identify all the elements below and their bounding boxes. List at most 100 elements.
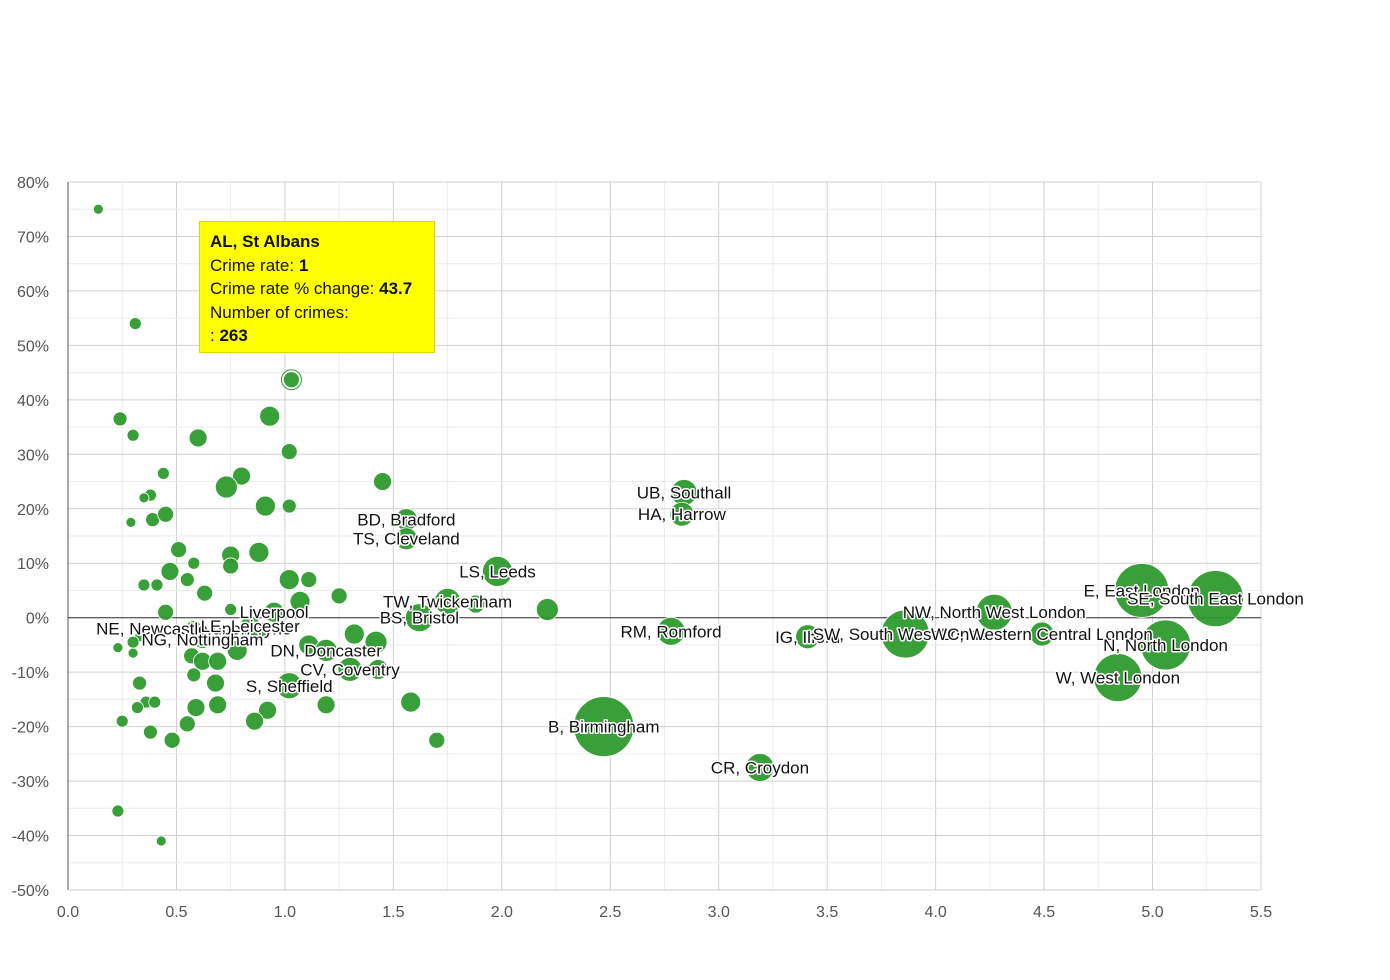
bubble[interactable] xyxy=(482,556,513,587)
bubble[interactable] xyxy=(281,498,297,514)
bubble-label: SE, South East London xyxy=(1127,590,1304,609)
bubble[interactable] xyxy=(148,695,162,709)
bubble[interactable] xyxy=(160,562,180,581)
bubble[interactable] xyxy=(466,594,486,614)
x-tick-label: 2.0 xyxy=(491,904,513,921)
tooltip-change-label: Crime rate % change: xyxy=(210,279,375,298)
bubble[interactable] xyxy=(115,714,129,728)
bubble[interactable] xyxy=(394,527,418,551)
bubble[interactable] xyxy=(1093,653,1143,702)
y-tick-label: 40% xyxy=(17,393,49,410)
bubble[interactable] xyxy=(275,672,303,700)
bubble[interactable] xyxy=(206,673,225,693)
bubble[interactable] xyxy=(92,203,104,215)
tooltip-count-prefix: : xyxy=(210,326,215,345)
bubble[interactable] xyxy=(880,609,930,659)
bubble[interactable] xyxy=(188,428,208,448)
bubble[interactable] xyxy=(330,587,348,605)
bubble[interactable] xyxy=(208,651,228,671)
bubble[interactable] xyxy=(975,593,1013,631)
bubble[interactable] xyxy=(1187,570,1244,628)
bubble[interactable] xyxy=(263,601,285,623)
bubble[interactable] xyxy=(795,624,821,650)
bubble[interactable] xyxy=(170,541,188,559)
bubble[interactable] xyxy=(155,835,167,847)
bubble[interactable] xyxy=(656,616,686,646)
tooltip-count-value: 263 xyxy=(219,326,248,345)
bubble[interactable] xyxy=(196,584,214,602)
bubble-label: HA, Harrow xyxy=(638,505,727,524)
bubble[interactable] xyxy=(669,501,695,527)
bubble[interactable] xyxy=(132,675,147,691)
bubble-label: W, West London xyxy=(1056,669,1180,688)
bubble[interactable] xyxy=(248,541,270,563)
bubble[interactable] xyxy=(400,691,422,713)
bubble[interactable] xyxy=(193,630,212,649)
bubble[interactable] xyxy=(258,700,277,720)
bubble[interactable] xyxy=(187,556,201,570)
bubble[interactable] xyxy=(179,572,195,587)
x-tick-label: 5.5 xyxy=(1250,904,1272,921)
bubble[interactable] xyxy=(186,698,206,717)
bubble[interactable] xyxy=(300,571,318,588)
bubble[interactable] xyxy=(1029,621,1055,647)
x-tick-label: 4.5 xyxy=(1033,904,1055,921)
y-tick-label: -50% xyxy=(12,883,49,900)
bubble[interactable] xyxy=(112,642,124,654)
bubble[interactable] xyxy=(157,603,175,621)
bubble[interactable] xyxy=(128,317,142,331)
bubble[interactable] xyxy=(316,695,336,715)
bubble[interactable] xyxy=(404,603,434,633)
bubble[interactable] xyxy=(535,598,559,621)
bubble[interactable] xyxy=(283,371,300,389)
bubble[interactable] xyxy=(314,638,338,662)
bubble[interactable] xyxy=(226,639,248,661)
bubble-label: UB, Southall xyxy=(637,483,732,502)
x-tick-label: 5.0 xyxy=(1141,904,1163,921)
bubble[interactable] xyxy=(289,590,311,612)
bubble[interactable] xyxy=(259,405,281,427)
bubble[interactable] xyxy=(249,621,269,641)
bubble[interactable] xyxy=(112,411,128,427)
bubble[interactable] xyxy=(178,715,196,733)
bubble[interactable] xyxy=(222,557,240,575)
bubble[interactable] xyxy=(434,587,461,615)
bubble[interactable] xyxy=(131,701,144,714)
bubble[interactable] xyxy=(150,578,164,592)
bubble[interactable] xyxy=(428,731,446,749)
bubble[interactable] xyxy=(208,695,228,715)
bubble[interactable] xyxy=(232,466,251,486)
bubble-label: IG, Ilford xyxy=(775,628,840,647)
bubble[interactable] xyxy=(214,475,238,499)
bubble[interactable] xyxy=(337,657,363,682)
x-tick-label: 0.5 xyxy=(165,904,187,921)
bubble[interactable] xyxy=(157,466,170,480)
bubble[interactable] xyxy=(125,516,137,528)
bubble[interactable] xyxy=(373,472,392,491)
bubble[interactable] xyxy=(364,630,388,654)
bubble[interactable] xyxy=(127,647,139,659)
bubble[interactable] xyxy=(1114,563,1170,618)
bubble[interactable] xyxy=(126,428,140,442)
bubble[interactable] xyxy=(1140,619,1191,671)
bubble[interactable] xyxy=(157,505,175,523)
bubble[interactable] xyxy=(573,696,635,758)
bubble[interactable] xyxy=(343,623,365,645)
bubble[interactable] xyxy=(245,711,264,731)
bubble[interactable] xyxy=(163,731,181,749)
bubble[interactable] xyxy=(367,659,389,680)
x-tick-label: 1.0 xyxy=(274,904,296,921)
bubble[interactable] xyxy=(224,603,238,616)
tooltip-title: AL, St Albans xyxy=(210,232,320,251)
x-tick-label: 1.5 xyxy=(382,904,404,921)
bubble[interactable] xyxy=(138,492,150,504)
bubble-label: WC, Western Central London xyxy=(931,625,1153,644)
bubble[interactable] xyxy=(137,578,151,592)
bubble[interactable] xyxy=(111,804,125,818)
bubble[interactable] xyxy=(278,569,300,590)
bubble[interactable] xyxy=(186,667,202,683)
bubble[interactable] xyxy=(143,724,158,740)
bubble[interactable] xyxy=(254,495,276,517)
bubble[interactable] xyxy=(280,443,298,460)
bubble[interactable] xyxy=(745,753,775,782)
